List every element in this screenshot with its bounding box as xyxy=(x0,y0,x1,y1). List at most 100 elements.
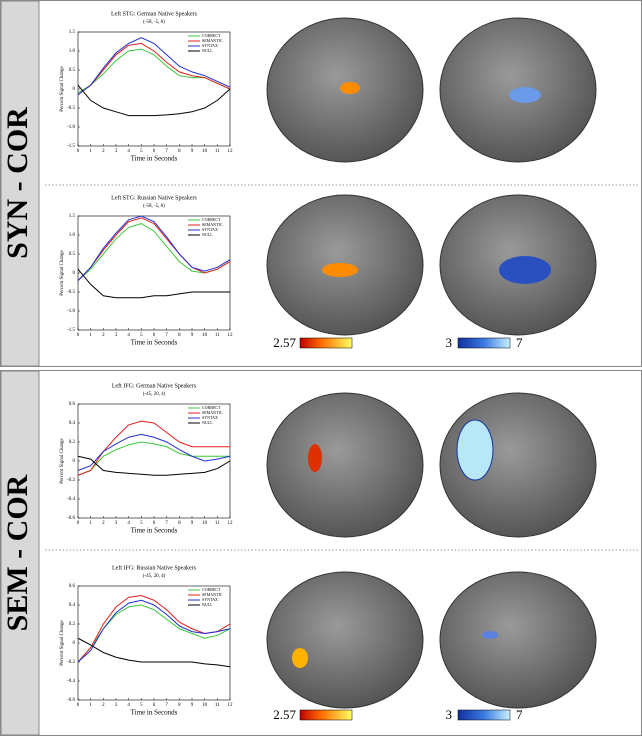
chart-subtitle: (-58, -5, 8) xyxy=(143,20,165,25)
y-tick-label: -0.2 xyxy=(67,478,75,483)
legend-label: NULL xyxy=(202,48,213,53)
y-tick-label: 0 xyxy=(73,271,76,276)
series-line xyxy=(77,37,231,96)
chart-title: Left IFG: Russian Native Speakers xyxy=(112,564,197,571)
x-tick-label: 0 xyxy=(77,149,80,154)
series-line xyxy=(77,215,231,281)
brain-images xyxy=(266,17,597,709)
x-tick-label: 2 xyxy=(102,703,105,708)
x-tick-label: 11 xyxy=(215,703,220,708)
x-tick-label: 5 xyxy=(140,149,143,154)
legend-label: CORRECT xyxy=(202,405,221,410)
x-tick-label: 12 xyxy=(228,521,234,526)
x-tick-label: 9 xyxy=(191,333,194,338)
x-tick-label: 1 xyxy=(89,703,92,708)
y-tick-label: 0.5 xyxy=(69,252,76,257)
x-tick-label: 0 xyxy=(77,521,80,526)
x-tick-label: 3 xyxy=(115,521,118,526)
y-tick-label: 0.4 xyxy=(69,421,76,426)
x-tick-label: 10 xyxy=(202,333,208,338)
legend-label: NULL xyxy=(202,420,213,425)
legend-label: SYNTAX xyxy=(202,43,218,48)
x-tick-label: 8 xyxy=(178,521,181,526)
y-axis-label: Percent Signal Change xyxy=(60,619,65,665)
x-tick-label: 1 xyxy=(89,333,92,338)
x-tick-label: 4 xyxy=(127,149,130,154)
y-axis-label: Percent Signal Change xyxy=(60,249,65,295)
brain xyxy=(266,392,424,538)
legend-label: SYNTAX xyxy=(202,415,218,420)
y-tick-label: -0.5 xyxy=(67,290,75,295)
y-tick-label: 0.5 xyxy=(69,68,76,73)
legend-label: CORRECT xyxy=(202,217,221,222)
colorbar xyxy=(299,709,353,721)
activation xyxy=(499,256,551,284)
activation xyxy=(308,444,322,472)
activation xyxy=(340,82,360,94)
x-tick-label: 6 xyxy=(153,333,156,338)
y-tick-label: 1.0 xyxy=(69,49,76,54)
series-line xyxy=(77,420,230,476)
chart-title: Left STG: German Native Speakers xyxy=(111,10,198,17)
y-tick-label: -0.4 xyxy=(67,497,75,502)
y-axis-label: Percent Signal Change xyxy=(60,65,65,111)
panel-label: SEM - COR xyxy=(1,474,34,631)
y-tick-label: 0 xyxy=(73,641,76,646)
x-tick-label: 12 xyxy=(228,149,234,154)
legend-label: NULL xyxy=(202,232,213,237)
x-tick-label: 6 xyxy=(153,149,156,154)
colorbar xyxy=(457,337,511,349)
x-tick-label: 6 xyxy=(153,703,156,708)
y-tick-label: 0.4 xyxy=(69,603,76,608)
x-tick-label: 10 xyxy=(202,521,208,526)
x-tick-label: 5 xyxy=(140,521,143,526)
y-tick-label: 0.2 xyxy=(69,440,76,445)
colorbar-label: 3 xyxy=(446,335,453,350)
colorbar-label: 7 xyxy=(516,335,523,350)
brain xyxy=(266,571,424,709)
series-line xyxy=(77,268,230,299)
brain xyxy=(439,571,597,709)
side-bar xyxy=(0,0,40,367)
chart-title: Left IFG: German Native Speakers xyxy=(112,382,197,389)
x-tick-label: 6 xyxy=(153,521,156,526)
x-tick-label: 10 xyxy=(202,149,208,154)
legend-label: CORRECT xyxy=(202,587,221,592)
legend-label: SEMANTIC xyxy=(202,38,223,43)
x-tick-label: 9 xyxy=(191,149,194,154)
activation xyxy=(292,648,308,668)
chart-title: Left STG: Russian Native Speakers xyxy=(111,194,197,201)
y-tick-label: -0.2 xyxy=(67,660,75,665)
legend-label: NULL xyxy=(202,602,213,607)
x-tick-label: 7 xyxy=(165,333,168,338)
x-tick-label: 2 xyxy=(102,149,105,154)
x-tick-label: 10 xyxy=(202,703,208,708)
y-tick-label: -0.6 xyxy=(67,516,75,521)
legend-label: SEMANTIC xyxy=(202,410,223,415)
x-tick-label: 7 xyxy=(165,521,168,526)
y-axis-label: Percent Signal Change xyxy=(60,437,65,483)
x-tick-label: 12 xyxy=(228,703,234,708)
series-line xyxy=(77,84,231,117)
series-line xyxy=(77,599,231,663)
legend-label: SYNTAX xyxy=(202,227,218,232)
y-tick-label: 0.6 xyxy=(69,584,76,589)
series-line xyxy=(77,217,231,281)
series-line xyxy=(77,455,231,476)
y-tick-label: -0.6 xyxy=(67,698,75,703)
x-tick-label: 5 xyxy=(140,703,143,708)
x-tick-label: 12 xyxy=(228,333,234,338)
x-tick-label: 11 xyxy=(215,149,220,154)
y-tick-label: 1.0 xyxy=(69,233,76,238)
x-axis-label: Time in Seconds xyxy=(131,155,178,163)
chart-subtitle: (-45, 20, 4) xyxy=(143,574,166,579)
chart-subtitle: (-45, 20, 4) xyxy=(143,392,166,397)
x-axis-label: Time in Seconds xyxy=(131,527,178,535)
x-tick-label: 4 xyxy=(127,703,130,708)
x-tick-label: 3 xyxy=(115,333,118,338)
colorbar-label: 2.57 xyxy=(273,335,296,350)
activation xyxy=(456,419,494,481)
x-axis-label: Time in Seconds xyxy=(131,709,178,717)
x-tick-label: 7 xyxy=(165,703,168,708)
